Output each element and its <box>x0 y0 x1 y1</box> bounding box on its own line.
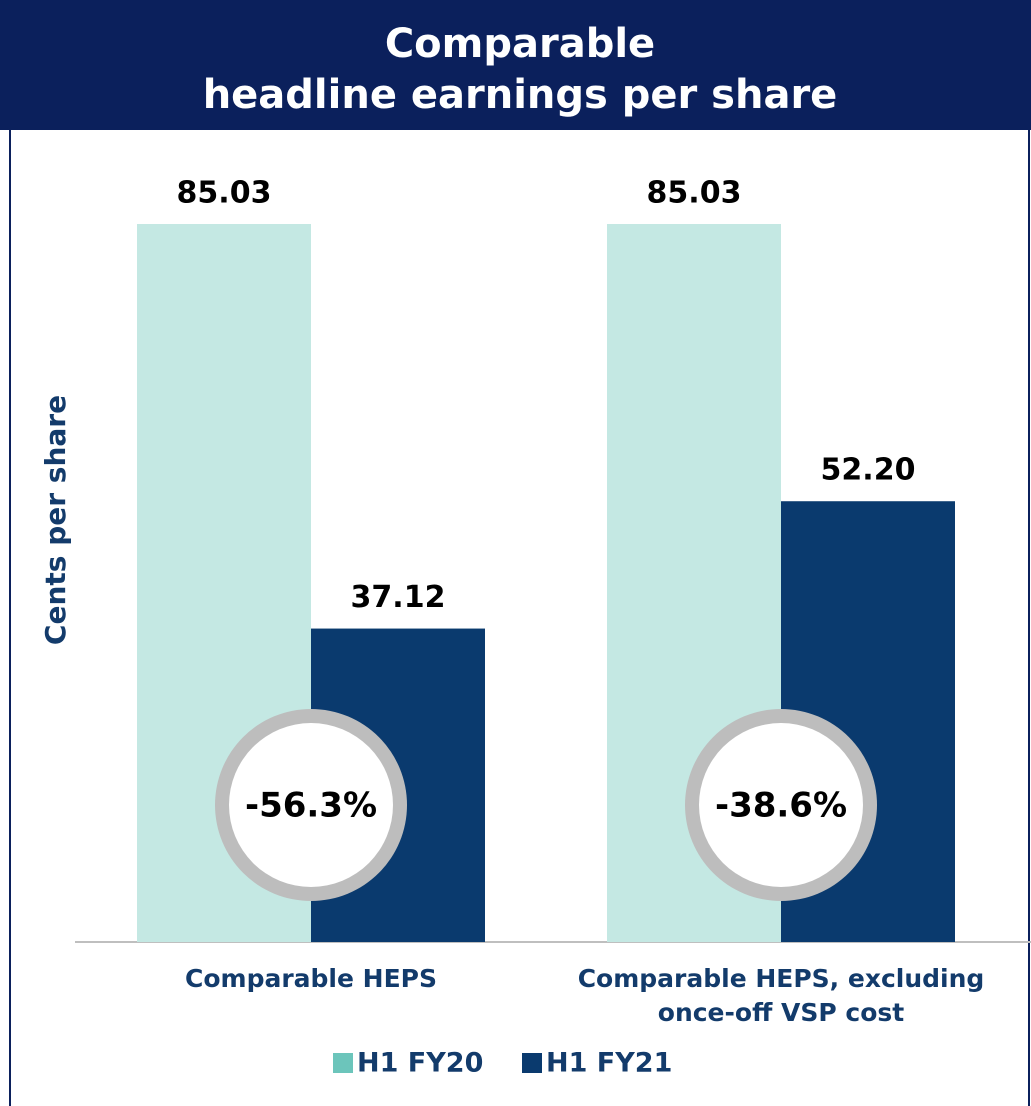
x-tick-label: Comparable HEPS, excluding once-off VSP … <box>577 964 985 1027</box>
header-band <box>0 0 1031 130</box>
legend-marker <box>333 1053 353 1073</box>
x-tick-label: Comparable HEPS <box>185 964 437 993</box>
value-label: 85.03 <box>647 176 742 211</box>
value-label: 37.12 <box>351 580 446 615</box>
legend-marker <box>522 1053 542 1073</box>
chart-title: headline earnings per share <box>203 72 838 118</box>
legend-label: H1 FY20 <box>357 1048 483 1079</box>
chart-title: Comparable <box>385 21 655 67</box>
y-axis-label: Cents per share <box>39 395 72 645</box>
legend-label: H1 FY21 <box>546 1048 672 1079</box>
value-label: 52.20 <box>821 453 916 488</box>
annotation-label: -56.3% <box>245 786 377 826</box>
annotation-disc <box>699 723 863 887</box>
value-label: 85.03 <box>177 176 272 211</box>
annotation-label: -38.6% <box>715 786 847 826</box>
annotation-disc <box>229 723 393 887</box>
